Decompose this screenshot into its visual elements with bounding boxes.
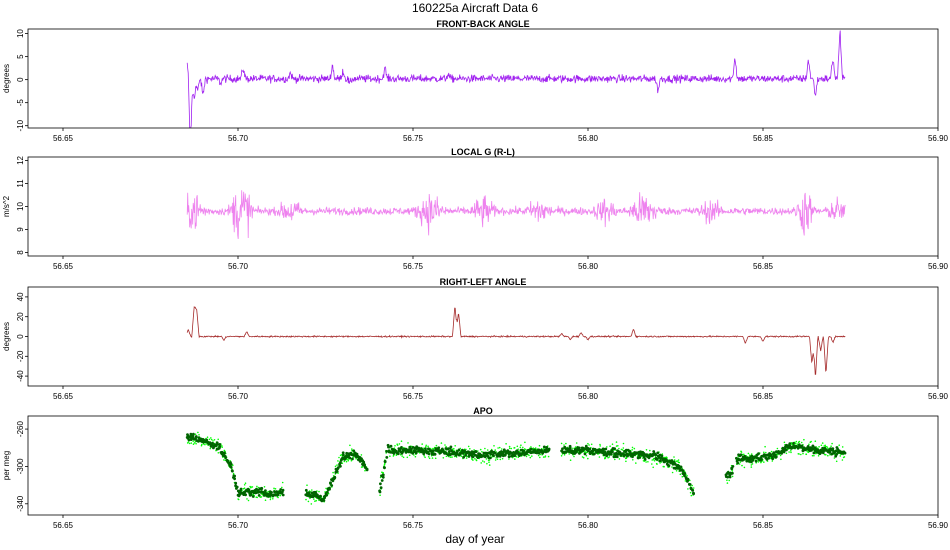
panel-front-back-angle: FRONT-BACK ANGLE degrees -10 -5 0 5 10 56.65 56.… bbox=[2, 19, 949, 143]
x-tick-label: 56.80 bbox=[578, 262, 599, 271]
y-tick-label: -20 bbox=[16, 350, 25, 362]
y-tick-label: 10 bbox=[16, 29, 25, 38]
y-tick-label: -40 bbox=[16, 370, 25, 382]
x-tick-label: 56.85 bbox=[753, 134, 774, 143]
apo-raw-points bbox=[186, 431, 846, 505]
main-title: 160225a Aircraft Data 6 bbox=[412, 1, 538, 15]
series-line bbox=[186, 30, 846, 128]
x-tick-label: 56.90 bbox=[928, 134, 949, 143]
x-tick-label: 56.85 bbox=[753, 262, 774, 271]
x-tick-label: 56.65 bbox=[53, 134, 74, 143]
y-tick-label: 0 bbox=[16, 77, 25, 82]
panel-title: RIGHT-LEFT ANGLE bbox=[440, 277, 527, 287]
plot-frame bbox=[27, 415, 939, 516]
y-tick-label: 10 bbox=[16, 202, 25, 211]
data-layer bbox=[185, 431, 847, 505]
data-layer bbox=[186, 190, 846, 239]
x-tick-label: 56.70 bbox=[228, 392, 249, 401]
x-tick-label: 56.75 bbox=[403, 392, 424, 401]
x-tick-label: 56.80 bbox=[578, 521, 599, 530]
y-tick-label: 20 bbox=[16, 312, 25, 321]
series-line bbox=[186, 306, 846, 375]
panel-title: APO bbox=[473, 406, 493, 416]
data-layer bbox=[186, 30, 846, 128]
panel-title: FRONT-BACK ANGLE bbox=[436, 19, 529, 29]
x-tick-label: 56.65 bbox=[53, 521, 74, 530]
x-tick-label: 56.80 bbox=[578, 134, 599, 143]
x-tick-label: 56.70 bbox=[228, 262, 249, 271]
y-tick-label: 12 bbox=[16, 155, 25, 164]
x-tick-label: 56.75 bbox=[403, 262, 424, 271]
panel-title: LOCAL G (R-L) bbox=[451, 147, 515, 157]
x-tick-label: 56.65 bbox=[53, 262, 74, 271]
x-tick-label: 56.70 bbox=[228, 521, 249, 530]
y-tick-label: -260 bbox=[16, 421, 25, 438]
y-tick-label: -300 bbox=[16, 458, 25, 475]
y-axis-label: degrees bbox=[2, 64, 11, 93]
y-axis-label: m/s^2 bbox=[2, 195, 11, 217]
x-tick-label: 56.75 bbox=[403, 521, 424, 530]
y-axis-label: per meg bbox=[2, 451, 11, 480]
y-tick-label: 0 bbox=[16, 334, 25, 339]
y-tick-label: -5 bbox=[16, 99, 25, 107]
y-tick-label: -10 bbox=[16, 119, 25, 131]
panel-local-g: LOCAL G (R-L) m/s^2 8 9 10 11 12 56.65 56.70 56.7… bbox=[2, 147, 949, 271]
plot-frame bbox=[27, 28, 939, 129]
y-tick-label: 11 bbox=[16, 179, 25, 188]
apo-averaged-points bbox=[185, 432, 847, 503]
x-tick-label: 56.65 bbox=[53, 392, 74, 401]
x-tick-label: 56.70 bbox=[228, 134, 249, 143]
data-layer bbox=[186, 306, 846, 375]
y-axis-label: degrees bbox=[2, 322, 11, 351]
panel-apo: APO per meg -260 -300 -340 56.65 56.70 56.75 56.… bbox=[2, 406, 949, 530]
x-tick-label: 56.80 bbox=[578, 392, 599, 401]
x-tick-label: 56.85 bbox=[753, 392, 774, 401]
x-tick-label: 56.75 bbox=[403, 134, 424, 143]
panel-right-left-angle: RIGHT-LEFT ANGLE degrees -40 -20 0 20 40 56.65 5… bbox=[2, 277, 949, 401]
y-tick-label: 40 bbox=[16, 292, 25, 301]
series-line bbox=[186, 190, 846, 239]
y-tick-label: 8 bbox=[16, 250, 25, 255]
y-tick-label: 5 bbox=[16, 54, 25, 59]
x-tick-label: 56.85 bbox=[753, 521, 774, 530]
x-tick-label: 56.90 bbox=[928, 262, 949, 271]
x-tick-label: 56.90 bbox=[928, 521, 949, 530]
x-axis-label: day of year bbox=[445, 532, 504, 546]
y-tick-label: 9 bbox=[16, 227, 25, 232]
x-tick-label: 56.90 bbox=[928, 392, 949, 401]
y-tick-label: -340 bbox=[16, 495, 25, 512]
